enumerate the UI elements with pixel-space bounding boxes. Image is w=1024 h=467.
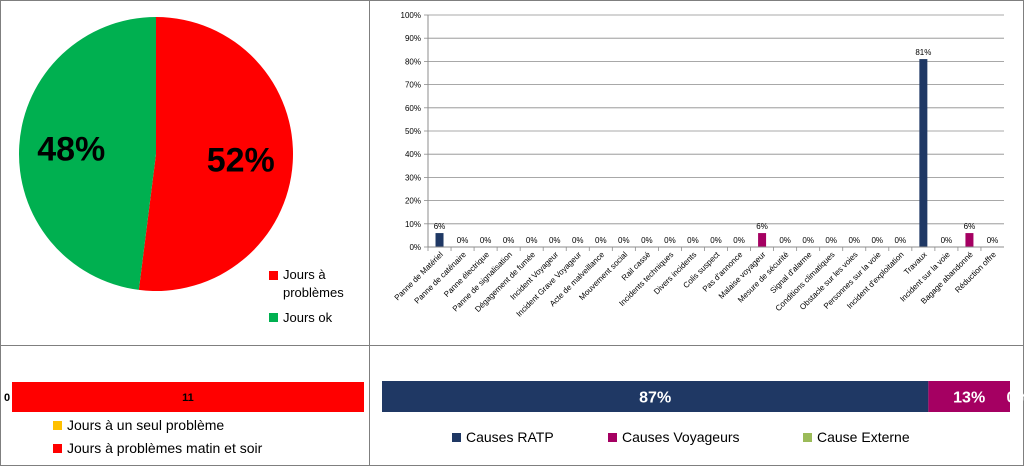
days-stacked-bar: 0 11	[4, 382, 364, 412]
y-tick-label: 80%	[405, 57, 421, 66]
bar-data-label: 0%	[710, 236, 722, 245]
bar-data-label: 0%	[941, 236, 953, 245]
bar-data-label: 6%	[756, 222, 768, 231]
y-tick-label: 90%	[405, 34, 421, 43]
pie-slice-jours-ok	[18, 17, 156, 290]
bar-data-label: 0%	[641, 236, 653, 245]
bar-data-label: 0%	[987, 236, 999, 245]
y-tick-label: 70%	[405, 81, 421, 90]
bar-data-label: 0%	[664, 236, 676, 245]
causes-bar-label: 0%	[1006, 390, 1024, 407]
incident-bar-chart-panel: 0% 10% 20% 30% 40% 50% 60% 70% 80% 90% 100% 6% Panne…	[369, 0, 1024, 346]
y-tick-label: 50%	[405, 127, 421, 136]
y-tick-label: 100%	[401, 11, 421, 20]
bar-data-label: 0%	[618, 236, 630, 245]
bar-data-label: 0%	[895, 236, 907, 245]
bar	[758, 233, 767, 247]
pie-data-label-jours-ok: 48%	[37, 131, 105, 169]
bar-data-label: 0%	[595, 236, 607, 245]
bar-data-label: 6%	[434, 222, 446, 231]
bar-data-label: 0%	[526, 236, 538, 245]
days-bar-segment	[12, 382, 364, 412]
causes-bar-segment	[382, 381, 929, 412]
incident-bar-chart: 0%10%20%30%40%50%60%70%80%90%100%6%Panne…	[393, 11, 1004, 319]
causes-legend-swatch-ratp	[452, 432, 461, 442]
days-legend-swatch-both	[53, 443, 62, 453]
causes-bar-label: 87%	[639, 390, 671, 407]
causes-legend-label-externe: Cause Externe	[817, 429, 910, 445]
y-tick-label: 40%	[405, 150, 421, 159]
bar	[965, 233, 974, 247]
bar-data-label: 6%	[964, 222, 976, 231]
bar	[435, 233, 444, 247]
bar-data-label: 0%	[503, 236, 515, 245]
days-legend-swatch-single	[53, 420, 62, 430]
causes-stacked-bar-panel: 87% 13% 0% Causes RATP Causes Voyageurs Ca…	[369, 345, 1024, 466]
causes-legend-item-voyageurs: Causes Voyageurs	[608, 429, 740, 445]
causes-legend-label-ratp: Causes RATP	[466, 429, 554, 445]
bar-data-label: 0%	[871, 236, 883, 245]
bar-data-label: 0%	[733, 236, 745, 245]
bar-data-label: 0%	[480, 236, 492, 245]
y-tick-label: 10%	[405, 220, 421, 229]
causes-legend-item-ratp: Causes RATP	[452, 429, 554, 445]
bar-data-label: 81%	[915, 48, 931, 57]
days-legend-label-single: Jours à un seul problème	[67, 417, 225, 433]
bar-data-label: 0%	[549, 236, 561, 245]
bar-data-label: 0%	[572, 236, 584, 245]
bar-data-label: 0%	[457, 236, 469, 245]
days-legend-label-both: Jours à problèmes matin et soir	[67, 440, 263, 456]
causes-stacked-bar: 87% 13% 0%	[382, 381, 1024, 412]
bar	[919, 59, 928, 247]
y-tick-label: 20%	[405, 197, 421, 206]
pie-legend-item-ok: Jours ok	[269, 310, 332, 325]
causes-legend-item-externe: Cause Externe	[803, 429, 910, 445]
y-tick-label: 60%	[405, 104, 421, 113]
pie-legend-item-problems: Jours à problèmes	[269, 266, 359, 302]
pie-legend-swatch-ok	[269, 313, 278, 322]
days-stacked-bar-panel: 0 11 Jours à un seul problème Jours à pro…	[0, 345, 370, 466]
days-bar-label: 11	[182, 392, 194, 404]
pie-legend-swatch-problems	[269, 271, 278, 280]
y-tick-label: 30%	[405, 173, 421, 182]
x-tick-label: Réduction offre	[953, 250, 998, 295]
causes-legend-label-voyageurs: Causes Voyageurs	[622, 429, 740, 445]
days-legend-item-single: Jours à un seul problème	[53, 417, 224, 433]
bar-data-label: 0%	[779, 236, 791, 245]
pie-chart: 52% 48%	[18, 17, 293, 291]
bar-data-label: 0%	[848, 236, 860, 245]
pie-legend-label-problems: Jours à problèmes	[283, 267, 344, 300]
bar-data-label: 0%	[802, 236, 814, 245]
days-legend-item-both: Jours à problèmes matin et soir	[53, 440, 262, 456]
pie-chart-panel: 52% 48% Jours à problèmes Jours ok	[0, 0, 370, 346]
causes-bar-segment	[928, 381, 1010, 412]
pie-data-label-jours-probl-mes: 52%	[207, 141, 275, 179]
bar-data-label: 0%	[687, 236, 699, 245]
causes-legend-swatch-voyageurs	[608, 432, 617, 442]
days-bar-label: 0	[4, 392, 10, 404]
causes-bar-label: 13%	[953, 390, 985, 407]
bar-data-label: 0%	[825, 236, 837, 245]
pie-slice-jours-probl-mes	[138, 17, 293, 291]
pie-legend-label-ok: Jours ok	[283, 310, 333, 325]
y-tick-label: 0%	[409, 243, 421, 252]
causes-legend-swatch-externe	[803, 432, 812, 442]
